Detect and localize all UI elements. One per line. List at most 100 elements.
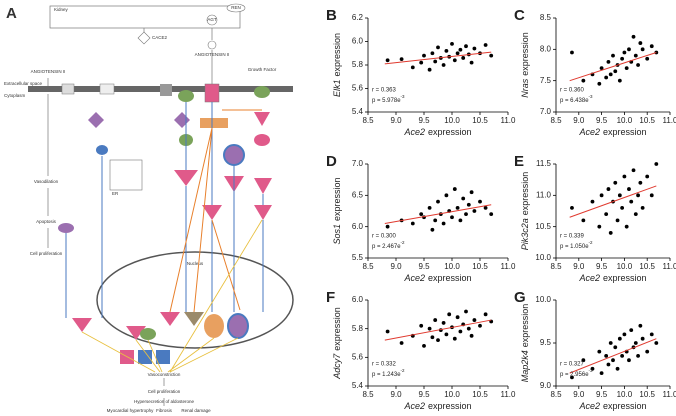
y-tick-label: 6.0 [352,295,364,304]
x-axis-label: Ace2 expression [403,401,471,411]
point [422,53,426,58]
point [436,199,440,204]
node [126,326,146,340]
point [613,345,618,350]
panel-label: F [326,289,335,306]
point [419,212,424,217]
node [178,90,194,102]
point [447,312,452,317]
point [645,56,650,61]
x-tick-label: 11.0 [663,390,676,399]
point [615,366,620,371]
label: Fibrosis [156,408,173,413]
point [399,341,404,345]
x-tick-label: 9.5 [418,116,430,125]
node [223,144,245,166]
text: expression [428,401,472,411]
fit-line [384,204,492,225]
point [450,215,454,220]
point [427,67,432,72]
text: expression [428,127,472,137]
p-base: p = 1.050e [560,244,589,250]
y-tick-label: 9.5 [540,338,552,347]
point [649,332,654,337]
y-axis-label: Sos1 expression [332,177,342,244]
point [410,221,415,226]
label: Kidney [54,7,69,12]
point [464,44,468,49]
point [472,318,477,322]
edge [47,28,213,406]
point [617,78,622,83]
point [489,212,494,217]
point [427,326,432,331]
point [638,323,643,328]
label: AGT [207,17,217,22]
point [458,218,463,223]
point [597,81,602,86]
point [430,335,435,340]
point [649,44,654,49]
point [645,349,650,354]
point [611,53,615,58]
point [640,47,645,52]
x-tick-label: 8.5 [362,262,374,271]
x-tick-label: 10.5 [639,262,655,271]
point [433,218,438,223]
point [472,46,477,51]
p-exp: -2 [401,368,405,373]
x-tick-label: 8.5 [550,116,562,125]
point [597,224,602,229]
x-tick-label: 10.5 [472,116,488,125]
point [419,323,424,328]
fit-line [384,51,492,65]
point [627,358,631,363]
p-exp: -3 [589,94,593,99]
point [599,66,604,71]
point [455,205,460,210]
node [204,314,224,338]
gene: Ace2 [403,273,425,283]
y-tick-label: 5.5 [352,253,364,262]
node [184,312,204,326]
node [254,178,272,194]
point [606,187,611,191]
panel-label: B [326,7,337,24]
fit-line [569,338,657,374]
node [226,3,246,13]
text: expression [428,273,472,283]
x-tick-label: 10.5 [472,390,488,399]
x-tick-label: 9.5 [418,390,430,399]
label: REN [231,5,241,10]
point [640,336,645,341]
point [620,56,625,61]
point [570,375,574,380]
node [88,112,104,128]
p-base: p = 2.467e [372,244,401,250]
point [633,212,638,217]
point [483,205,488,210]
point [649,193,654,198]
node [137,31,151,45]
p-exp: -3 [401,94,405,99]
point [385,329,390,334]
y-tick-label: 10.5 [535,222,551,231]
gene: Sos1 [332,224,342,245]
node [138,350,152,364]
label: ER [112,191,119,196]
point [627,47,631,52]
x-tick-label: 11.0 [501,390,517,399]
y-tick-label: 10.0 [535,253,551,262]
point [581,358,586,363]
label: Nucleus [187,261,204,266]
y-axis-label: Nras expression [520,32,530,98]
node [227,313,249,339]
point [483,43,488,47]
node [96,145,108,155]
y-tick-label: 9.0 [540,381,552,390]
x-tick-label: 9.5 [596,116,608,125]
point [461,56,466,60]
x-tick-label: 10.0 [617,390,633,399]
y-axis-label: Pik3c2a expression [520,172,530,251]
text: expression [603,401,647,411]
